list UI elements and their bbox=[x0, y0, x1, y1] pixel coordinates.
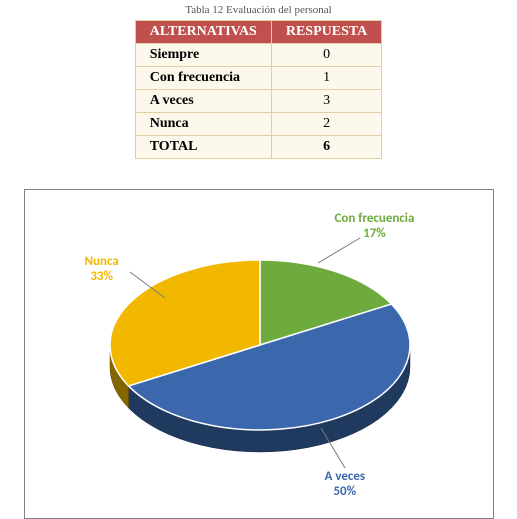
pie-chart-container: Con frecuencia17% A veces50% Nunca33% bbox=[24, 189, 494, 519]
data-table: ALTERNATIVAS RESPUESTA Siempre 0 Con fre… bbox=[135, 20, 383, 159]
table-title: Tabla 12 Evaluación del personal bbox=[0, 0, 517, 20]
pie-slice-label: Con frecuencia17% bbox=[335, 212, 415, 242]
table-row: Nunca 2 bbox=[135, 113, 382, 136]
row-value: 3 bbox=[271, 90, 381, 113]
row-value: 1 bbox=[271, 67, 381, 90]
pie-slice-label: A veces50% bbox=[325, 470, 366, 500]
table-row: Con frecuencia 1 bbox=[135, 67, 382, 90]
col-header-respuesta: RESPUESTA bbox=[271, 21, 381, 44]
row-value: 0 bbox=[271, 44, 381, 67]
pie-chart bbox=[25, 190, 495, 510]
pie-slice-label: Nunca33% bbox=[85, 255, 119, 285]
row-label: Siempre bbox=[135, 44, 271, 67]
total-label: TOTAL bbox=[135, 136, 271, 159]
row-label: A veces bbox=[135, 90, 271, 113]
row-label: Con frecuencia bbox=[135, 67, 271, 90]
table-row: Siempre 0 bbox=[135, 44, 382, 67]
total-value: 6 bbox=[271, 136, 381, 159]
table-container: ALTERNATIVAS RESPUESTA Siempre 0 Con fre… bbox=[0, 20, 517, 159]
table-row-total: TOTAL 6 bbox=[135, 136, 382, 159]
table-row: A veces 3 bbox=[135, 90, 382, 113]
row-value: 2 bbox=[271, 113, 381, 136]
col-header-alternativas: ALTERNATIVAS bbox=[135, 21, 271, 44]
row-label: Nunca bbox=[135, 113, 271, 136]
